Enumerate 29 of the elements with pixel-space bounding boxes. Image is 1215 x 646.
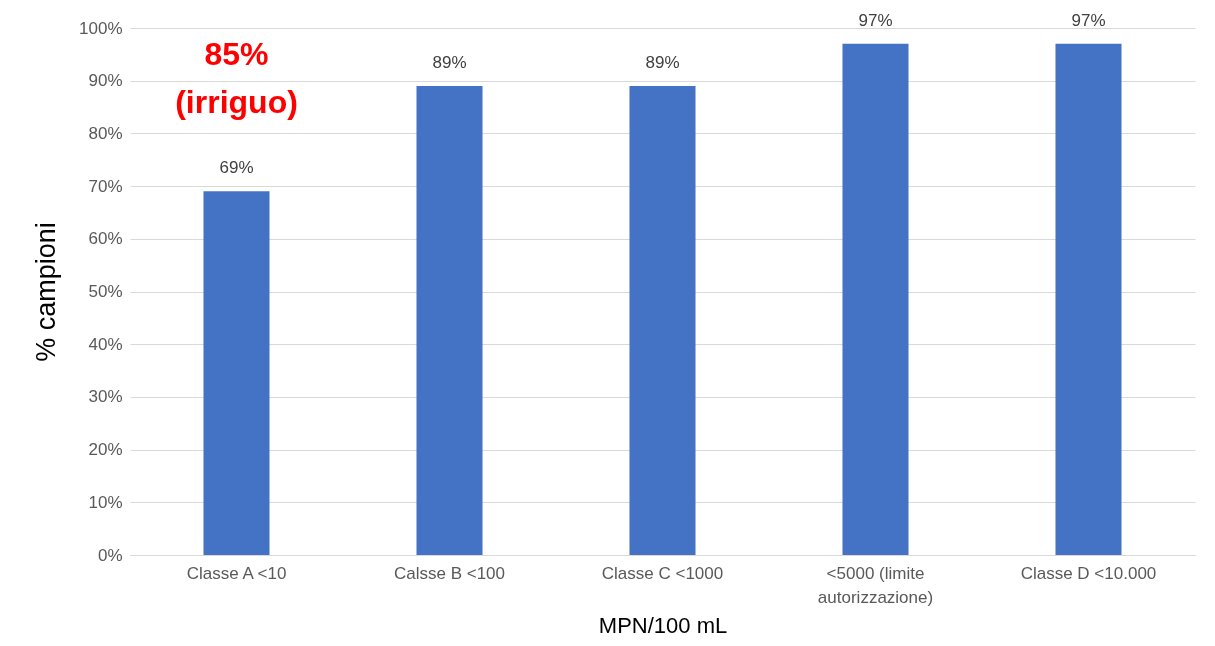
x-tick-label: Classe D <10.000 [1020,563,1157,583]
bar [842,43,909,555]
y-tick-label: 90% [88,71,123,91]
y-tick-label: 60% [88,229,123,249]
y-tick-label: 10% [88,492,123,512]
x-tick-label: <5000 (limite autorizzazione) [817,563,934,607]
annotation: 85% (irriguo) [175,36,298,120]
y-tick-label: 100% [79,18,123,38]
data-label: 97% [858,10,893,30]
bar [416,85,483,555]
x-tick-label: Classe A <10 [186,563,287,583]
y-tick-label: 70% [88,176,123,196]
x-axis-title: MPN/100 mL [598,612,728,638]
y-tick-label: 50% [88,282,123,301]
data-label: 89% [645,52,680,72]
y-tick-label: 0% [97,545,123,565]
y-tick-label: 40% [88,334,123,354]
bar [1055,43,1122,555]
x-tick-label: Classe C <1000 [601,563,724,583]
y-tick-label: 20% [88,440,123,460]
y-axis-title: % campioni [31,222,62,362]
y-tick-label: 30% [88,387,123,407]
bar [203,191,270,555]
data-label: 69% [219,158,254,178]
bar [629,85,696,555]
data-label: 89% [432,52,467,72]
y-tick-label: 80% [88,123,123,143]
x-tick-label: Calsse B <100 [393,563,506,583]
data-label: 97% [1071,10,1106,30]
